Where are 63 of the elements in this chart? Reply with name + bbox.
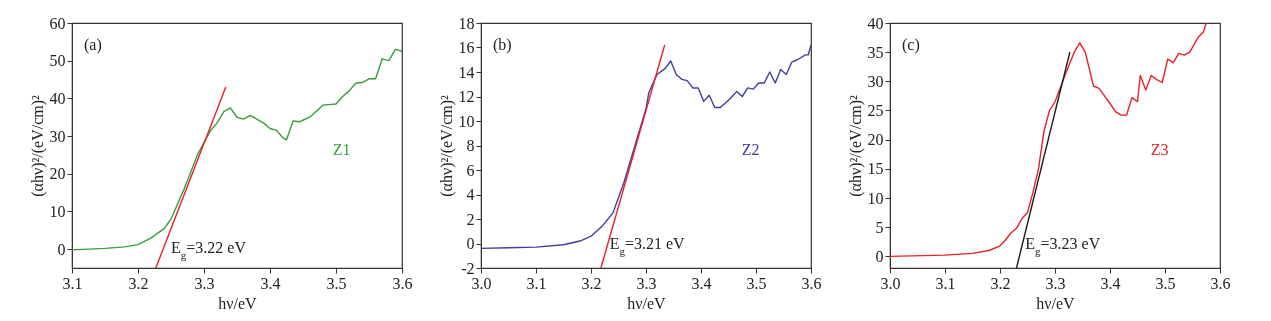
x-tick-label: 3.3	[194, 274, 215, 292]
annotation: E$_{g}$=3.21 eV	[609, 234, 686, 257]
annotation: (a)	[84, 36, 102, 54]
x-tick-label: 3.6	[392, 274, 413, 292]
annotation: (b)	[493, 36, 512, 54]
x-tick-label: 3.1	[935, 274, 956, 292]
line-series	[890, 23, 1207, 258]
x-tick-label: 3.5	[326, 274, 347, 292]
y-tick-label: 18	[458, 14, 475, 32]
y-tick-label: 20	[867, 131, 884, 149]
y-tick-label: 14	[458, 63, 475, 81]
y-tick-label: -2	[461, 259, 475, 277]
x-tick-label: 3.4	[260, 274, 281, 292]
y-tick-label: 10	[458, 112, 475, 130]
y-tick-label: 6	[466, 161, 475, 179]
y-tick-label: 35	[867, 43, 884, 61]
y-tick-label: 10	[49, 202, 66, 220]
annotation: (c)	[902, 36, 920, 54]
y-tick-label: 0	[875, 247, 884, 265]
y-tick-label: 40	[49, 89, 66, 107]
annotation: E$_{g}$=3.22 eV	[171, 239, 247, 262]
y-axis-title: (αhν)²/(eV/cm)²	[846, 94, 865, 197]
x-tick-label: 3.1	[526, 274, 547, 292]
text: Z2	[741, 141, 760, 159]
y-tick-label: 20	[49, 165, 66, 183]
x-tick-label: 3.2	[990, 274, 1011, 292]
x-tick-label: 3.2	[128, 274, 149, 292]
text: Z3	[1150, 141, 1169, 159]
y-tick-label: 10	[867, 189, 884, 207]
y-tick-label: 16	[458, 39, 475, 56]
x-tick-label: 3.1	[62, 274, 83, 292]
text: Z1	[332, 141, 351, 159]
x-tick-label: 3.5	[746, 274, 767, 292]
y-tick-label: 30	[867, 72, 884, 90]
x-tick-label: 3.4	[691, 274, 712, 292]
x-tick-label: 3.3	[1045, 274, 1066, 292]
y-tick-label: 0	[57, 240, 66, 258]
y-tick-label: 60	[49, 14, 66, 32]
y-axis-title: (αhν)²/(eV/cm)²	[28, 94, 47, 197]
y-tick-label: 0	[466, 235, 475, 252]
x-tick-label: 3.6	[1210, 274, 1231, 292]
x-tick-label: 3.0	[471, 274, 492, 292]
x-tick-label: 3.5	[1155, 274, 1176, 292]
y-tick-label: 40	[867, 14, 884, 32]
x-tick-label: 3.6	[801, 274, 822, 292]
y-tick-label: 15	[867, 160, 884, 178]
x-axis-title: hν/eV	[218, 294, 258, 312]
x-tick-label: 3.2	[581, 274, 602, 292]
y-tick-label: 12	[458, 88, 475, 105]
y-tick-label: 50	[49, 52, 66, 70]
y-tick-label: 2	[466, 210, 475, 228]
y-tick-label: 30	[49, 127, 66, 145]
annotation: E$_{g}$=3.23 eV	[1025, 234, 1101, 257]
x-axis-title: hν/eV	[627, 294, 667, 312]
x-tick-label: 3.0	[880, 274, 901, 292]
y-tick-label: 8	[466, 137, 475, 154]
x-axis-title: hν/eV	[1036, 294, 1076, 312]
y-tick-label: 4	[466, 186, 475, 203]
y-tick-label: 5	[875, 218, 884, 236]
y-tick-label: 25	[867, 102, 884, 119]
y-axis-title: (αhν)²/(eV/cm)²	[437, 94, 456, 197]
x-tick-label: 3.3	[636, 274, 657, 292]
x-tick-label: 3.4	[1100, 274, 1121, 292]
